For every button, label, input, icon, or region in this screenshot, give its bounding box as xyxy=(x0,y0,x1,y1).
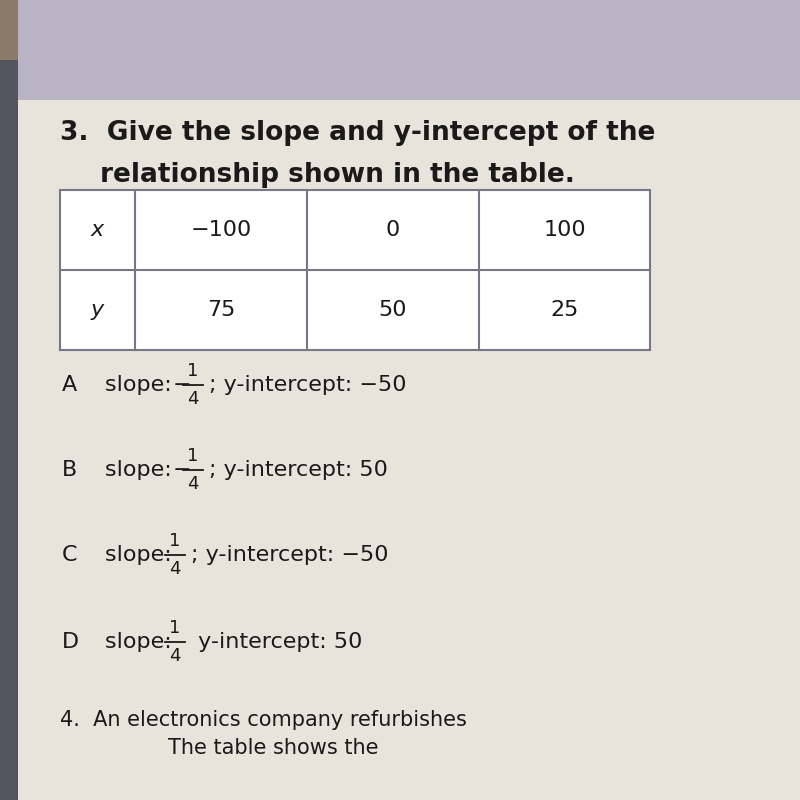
Text: B: B xyxy=(62,460,78,480)
Text: 1: 1 xyxy=(170,619,181,637)
Text: 4: 4 xyxy=(187,390,198,408)
Text: y: y xyxy=(91,300,104,320)
Text: 75: 75 xyxy=(207,300,235,320)
Text: D: D xyxy=(62,632,79,652)
Bar xyxy=(0,0,800,60)
Text: 4: 4 xyxy=(170,647,181,665)
Text: 50: 50 xyxy=(378,300,407,320)
Text: 3.  Give the slope and y-intercept of the: 3. Give the slope and y-intercept of the xyxy=(60,120,655,146)
Text: slope:: slope: xyxy=(105,460,179,480)
Text: 4.  An electronics company refurbishes: 4. An electronics company refurbishes xyxy=(60,710,467,730)
Text: ; y-intercept: −50: ; y-intercept: −50 xyxy=(191,545,389,565)
Text: relationship shown in the table.: relationship shown in the table. xyxy=(100,162,575,188)
Text: 0: 0 xyxy=(386,220,400,240)
Text: The table shows the: The table shows the xyxy=(60,738,378,758)
Text: 4: 4 xyxy=(170,560,181,578)
Text: y-intercept: 50: y-intercept: 50 xyxy=(191,632,362,652)
Bar xyxy=(0,0,18,800)
Text: A: A xyxy=(62,375,78,395)
Text: −: − xyxy=(173,460,192,480)
Text: x: x xyxy=(91,220,104,240)
Text: −: − xyxy=(173,375,192,395)
Text: 1: 1 xyxy=(170,532,181,550)
Text: 4: 4 xyxy=(187,475,198,493)
Text: slope:: slope: xyxy=(105,632,179,652)
Text: ; y-intercept: −50: ; y-intercept: −50 xyxy=(209,375,406,395)
Text: 25: 25 xyxy=(550,300,578,320)
Text: 1: 1 xyxy=(187,447,198,465)
Bar xyxy=(60,190,650,350)
Text: slope:: slope: xyxy=(105,545,179,565)
Text: ; y-intercept: 50: ; y-intercept: 50 xyxy=(209,460,388,480)
Text: slope:: slope: xyxy=(105,375,179,395)
Text: C: C xyxy=(62,545,78,565)
Bar xyxy=(18,0,800,100)
Text: 100: 100 xyxy=(543,220,586,240)
Text: −100: −100 xyxy=(190,220,252,240)
Text: 1: 1 xyxy=(187,362,198,380)
